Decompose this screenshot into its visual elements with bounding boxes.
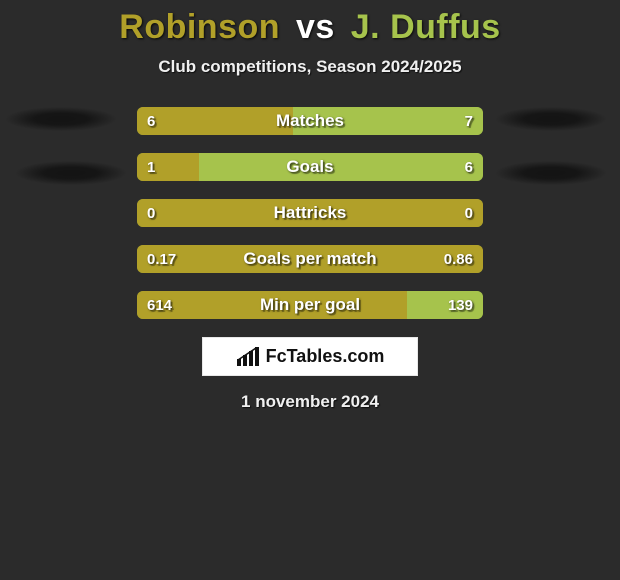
brand-text: FcTables.com xyxy=(266,346,385,367)
stat-bars: 67Matches 16Goals 00Hattricks 0.170.86Goals… xyxy=(137,107,483,319)
stat-bar-row: 00Hattricks xyxy=(137,199,483,227)
stat-label: Goals per match xyxy=(137,245,483,273)
avatar-shadow-left-1 xyxy=(6,107,116,131)
avatar-shadow-left-2 xyxy=(16,161,126,185)
subtitle: Club competitions, Season 2024/2025 xyxy=(0,57,620,77)
title-vs: vs xyxy=(296,8,335,46)
stat-bar-row: 67Matches xyxy=(137,107,483,135)
avatar-shadow-right-1 xyxy=(496,107,606,131)
snapshot-date: 1 november 2024 xyxy=(0,392,620,412)
page-title: Robinson vs J. Duffus xyxy=(0,0,620,47)
stat-bar-row: 16Goals xyxy=(137,153,483,181)
stat-bar-row: 0.170.86Goals per match xyxy=(137,245,483,273)
comparison-stage: 67Matches 16Goals 00Hattricks 0.170.86Goals… xyxy=(0,107,620,319)
stat-label: Matches xyxy=(137,107,483,135)
brand-box[interactable]: FcTables.com xyxy=(202,337,418,376)
title-player2: J. Duffus xyxy=(351,8,501,46)
stat-bar-row: 614139Min per goal xyxy=(137,291,483,319)
stat-label: Min per goal xyxy=(137,291,483,319)
title-player1: Robinson xyxy=(119,8,280,46)
bars-icon xyxy=(236,347,262,367)
stat-label: Hattricks xyxy=(137,199,483,227)
avatar-shadow-right-2 xyxy=(496,161,606,185)
stat-label: Goals xyxy=(137,153,483,181)
